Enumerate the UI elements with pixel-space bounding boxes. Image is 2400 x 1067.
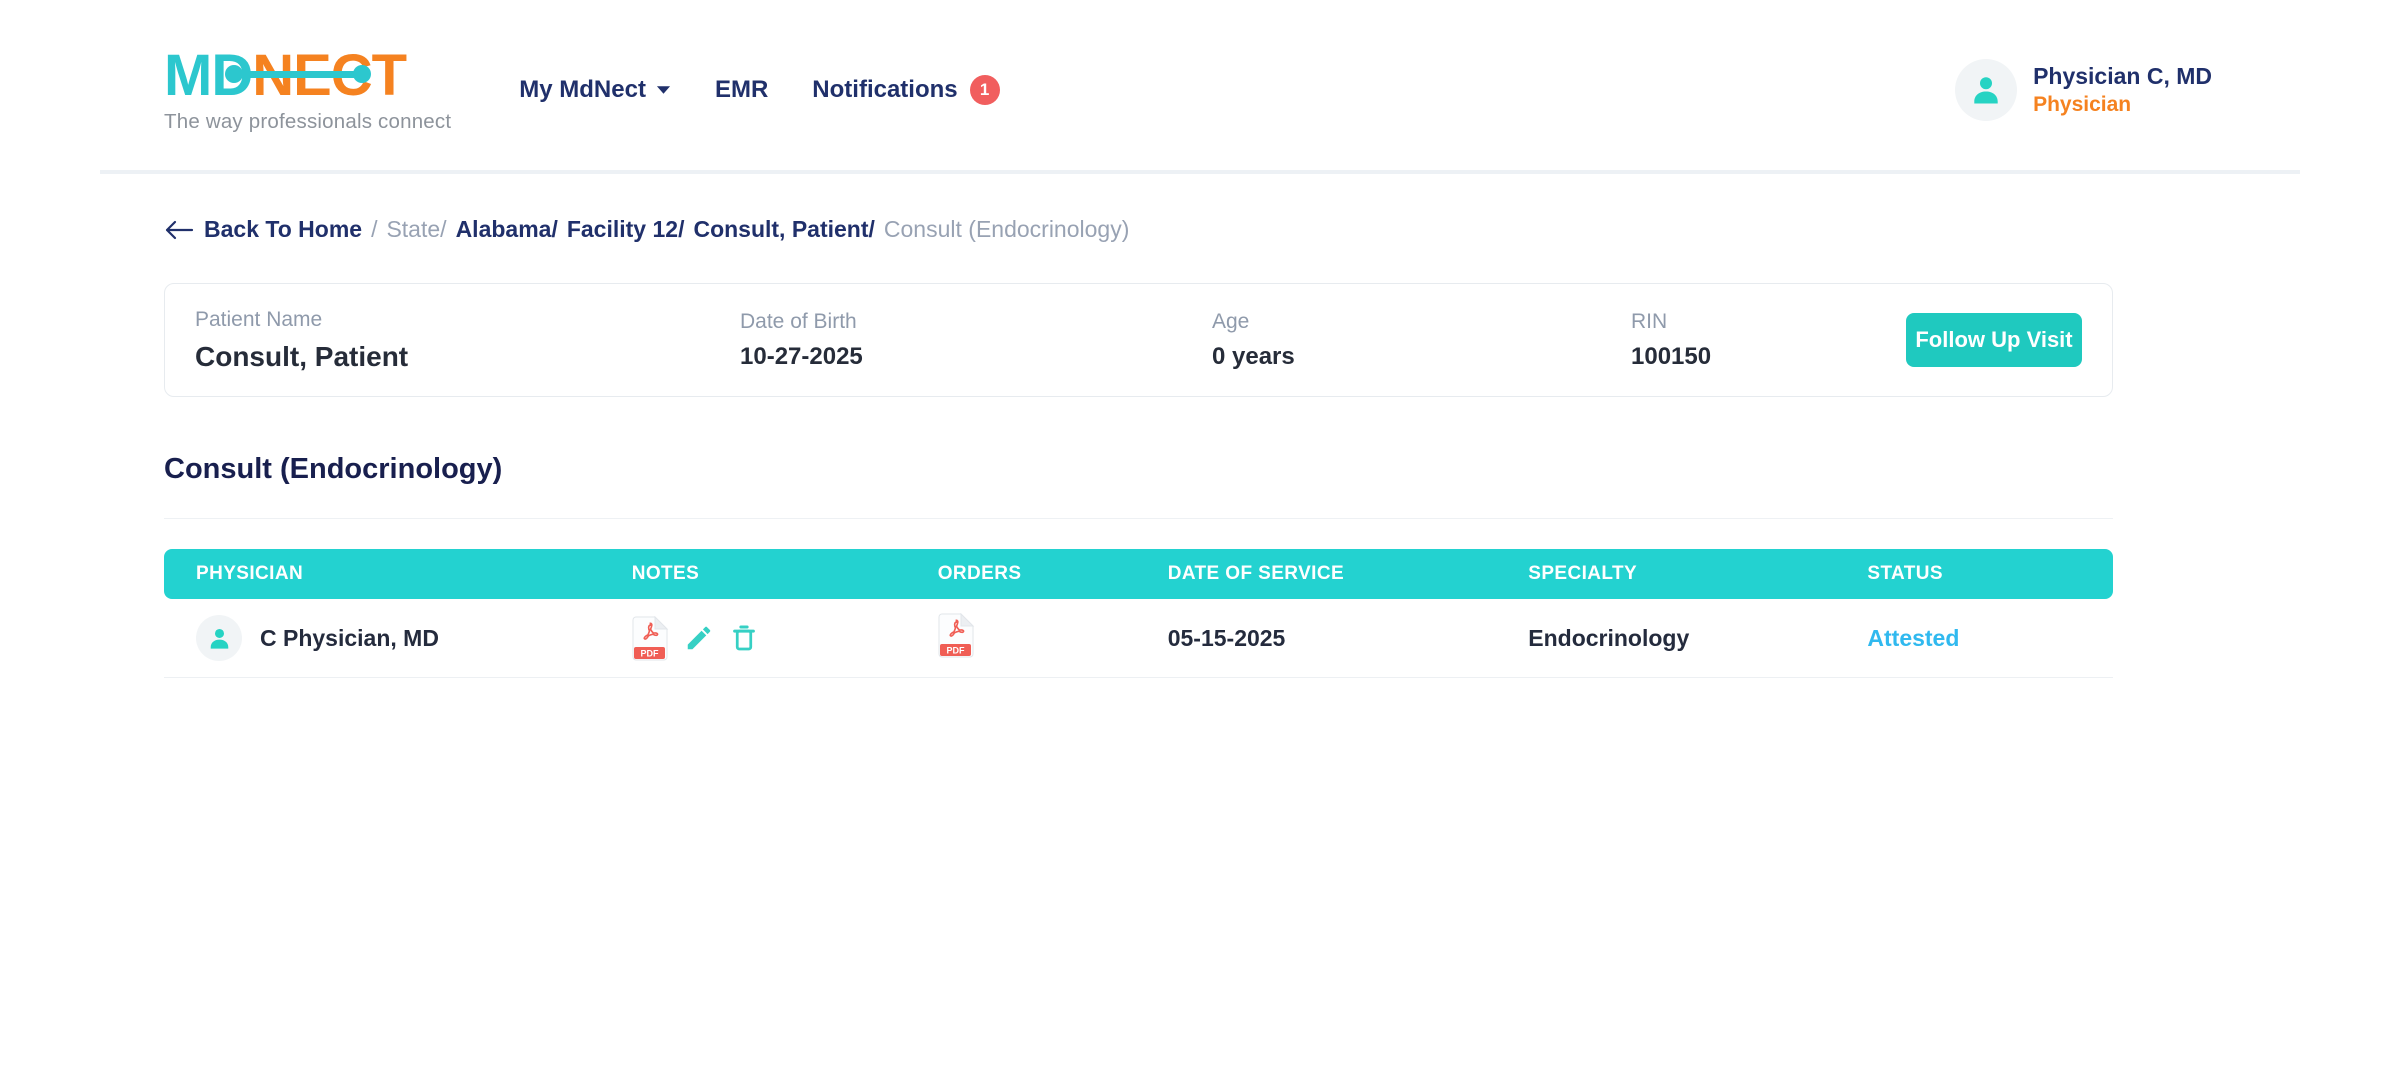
physician-cell: C Physician, MD [164,615,632,661]
pdf-file-icon: PDF [938,612,974,657]
breadcrumb-item-patient[interactable]: Consult, Patient/ [693,216,875,242]
physician-name: C Physician, MD [260,624,439,651]
col-header-date-of-service: DATE OF SERVICE [1167,563,1345,584]
pdf-file-icon: PDF [632,615,668,660]
col-header-orders: ORDERS [937,563,1022,584]
physician-avatar [196,615,242,661]
app-header: MDNECT The way professionals connect My … [100,0,2300,174]
col-header-notes: NOTES [631,563,700,584]
edit-note-button[interactable] [684,623,714,653]
person-icon [1974,77,1998,104]
trash-icon [732,625,755,651]
patient-rin-field: RIN 100150 [1631,310,1906,371]
specialty-cell: Endocrinology [1528,624,1690,651]
brand-logo-text: MDNECT [164,46,407,105]
section-divider [164,518,2113,519]
nav-my-mdnect[interactable]: My MdNect [519,76,671,104]
delete-note-button[interactable] [729,623,759,653]
patient-name-value: Consult, Patient [195,340,409,372]
chevron-down-icon [656,86,671,94]
patient-dob-value: 10-27-2025 [740,342,863,370]
breadcrumb-item-current: Consult (Endocrinology) [883,216,1130,242]
status-badge: Attested [1867,624,1960,651]
notes-pdf-button[interactable]: PDF [632,615,669,661]
breadcrumb-item-facility[interactable]: Facility 12/ [566,216,685,242]
arrow-left-icon [165,220,194,239]
logo-connector-line [224,65,372,83]
brand-tagline: The way professionals connect [164,109,452,133]
page-title: Consult (Endocrinology) [164,453,503,485]
table-row: C Physician, MD PDF [164,599,2113,678]
col-header-status: STATUS [1867,563,1943,584]
nav-emr[interactable]: EMR [715,76,768,104]
patient-rin-value: 100150 [1631,342,1712,370]
patient-summary-card: Patient Name Consult, Patient Date of Bi… [164,283,2113,397]
user-menu[interactable]: Physician C, MD Physician [1955,59,2212,121]
user-role: Physician [2033,92,2132,116]
date-of-service-cell: 05-15-2025 [1167,624,1286,651]
brand-logo[interactable]: MDNECT The way professionals connect [164,46,452,134]
nav-notifications-label: Notifications [812,76,958,103]
patient-rin-label: RIN [1631,309,1668,333]
patient-age-label: Age [1212,309,1250,333]
user-name: Physician C, MD [2033,63,2212,90]
back-to-home-link[interactable]: Back To Home [164,216,362,243]
table-header: PHYSICIAN NOTES ORDERS DATE OF SERVICE S… [164,549,2113,599]
col-header-specialty: SPECIALTY [1528,563,1638,584]
follow-up-visit-button[interactable]: Follow Up Visit [1906,313,2082,367]
svg-text:PDF: PDF [946,645,965,655]
main-nav: My MdNect EMR Notifications 1 [519,75,1000,105]
consult-table: PHYSICIAN NOTES ORDERS DATE OF SERVICE S… [164,549,2113,678]
patient-name-field: Patient Name Consult, Patient [195,308,740,373]
breadcrumb-item-alabama[interactable]: Alabama/ [455,216,558,242]
user-avatar [1955,59,2018,121]
breadcrumb-separator: / [371,216,378,242]
patient-dob-field: Date of Birth 10-27-2025 [740,310,1212,371]
breadcrumb-item-state: State/ [386,216,447,242]
orders-cell: PDF [938,612,1168,664]
notes-cell: PDF [632,615,938,661]
status-cell: Attested [1867,625,2113,652]
nav-notifications[interactable]: Notifications 1 [812,75,1000,105]
pencil-icon [687,626,711,650]
patient-dob-label: Date of Birth [740,309,857,333]
col-header-physician: PHYSICIAN [196,563,304,584]
patient-age-value: 0 years [1212,342,1295,370]
notifications-badge: 1 [969,75,1000,105]
svg-text:PDF: PDF [640,648,659,658]
patient-name-label: Patient Name [195,307,323,331]
nav-emr-label: EMR [714,76,769,103]
user-info: Physician C, MD Physician [2033,63,2212,117]
breadcrumb: Back To Home / State/ Alabama/ Facility … [164,216,2113,243]
patient-age-field: Age 0 years [1212,310,1631,371]
person-icon [210,628,228,649]
nav-my-mdnect-label: My MdNect [519,76,646,103]
orders-pdf-button[interactable]: PDF [938,612,975,658]
back-to-home-label: Back To Home [204,216,363,242]
